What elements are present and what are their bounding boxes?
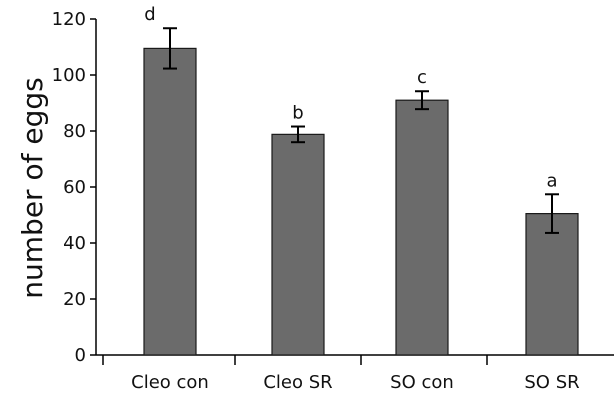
y-tick-label: 0: [75, 345, 86, 366]
y-tick-label: 100: [52, 65, 86, 86]
y-tick-label: 40: [63, 233, 86, 254]
y-axis-label: number of eggs: [16, 77, 49, 298]
x-tick-label: Cleo SR: [263, 372, 332, 393]
significance-letter: c: [417, 67, 427, 88]
plot-area: 0 20 40 60 80 100 120 d Cleo con b Cleo SR c SO con a…: [52, 4, 614, 393]
significance-letter: b: [292, 103, 303, 124]
bar-cleo-sr: [271, 133, 325, 356]
y-tick-label: 20: [63, 289, 86, 310]
bar-so-con: [395, 99, 449, 356]
significance-letter: d: [144, 4, 155, 25]
bar-cleo-con: [143, 47, 197, 356]
x-tick-label: SO SR: [524, 372, 579, 393]
x-tick-label: SO con: [390, 372, 454, 393]
y-tick-label: 120: [52, 9, 86, 30]
bar-so-sr: [525, 213, 579, 356]
y-tick-label: 60: [63, 177, 86, 198]
y-tick-label: 80: [63, 121, 86, 142]
significance-letter: a: [546, 170, 557, 191]
x-tick-label: Cleo con: [131, 372, 209, 393]
